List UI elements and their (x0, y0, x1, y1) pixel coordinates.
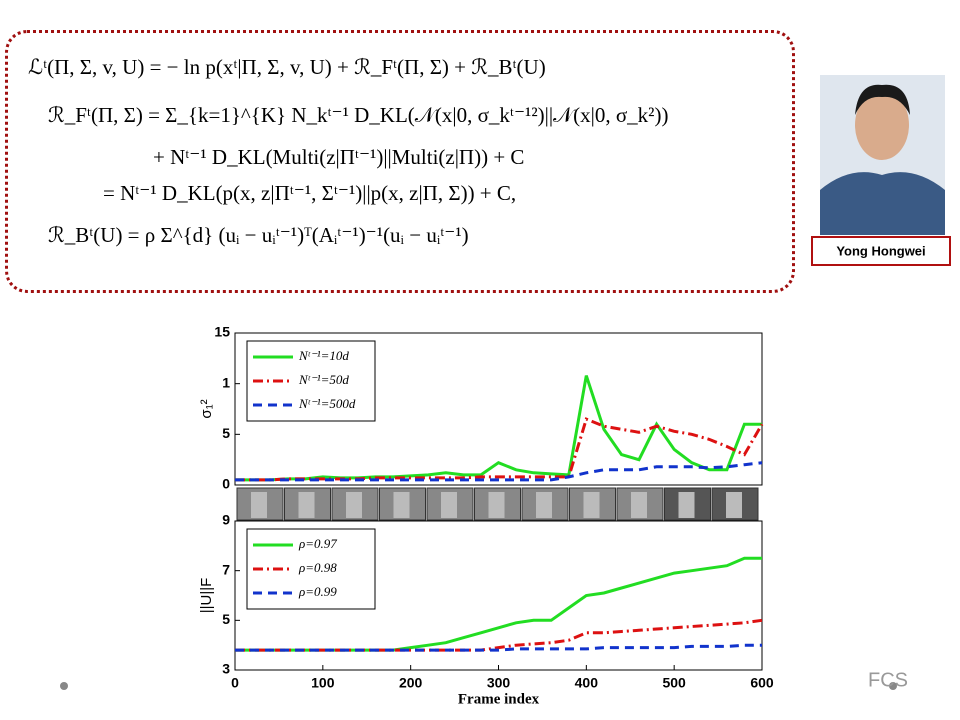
series-line (235, 417, 764, 482)
y-tick-label: 0 (222, 476, 230, 492)
y-tick-label: 5 (222, 611, 230, 627)
series-line (235, 461, 763, 482)
frame-thumb-detail (536, 492, 552, 518)
x-tick-label: 600 (750, 675, 774, 691)
legend-label: ρ=0.97 (298, 536, 337, 551)
equation-box: ℒᵗ(Π, Σ, v, U) = − ln p(xᵗ|Π, Σ, v, U) +… (5, 30, 795, 293)
equation: + Nᵗ⁻¹ D_KL(Multi(z|Πᵗ⁻¹)||Multi(z|Π)) +… (153, 145, 525, 169)
frame-thumb-detail (678, 492, 695, 518)
frame-strip (236, 487, 759, 521)
bullet (889, 682, 897, 690)
y-tick-label: 5 (222, 425, 230, 441)
legend-label: Nᵗ⁻¹=50d (298, 372, 349, 387)
legend-label: Nᵗ⁻¹=500d (298, 396, 356, 411)
x-tick-label: 500 (662, 675, 686, 691)
frame-thumb-detail (726, 492, 742, 518)
y-tick-label: 1 (222, 374, 230, 390)
y-axis-label: σ₁² (198, 399, 215, 418)
frame-thumb-detail (631, 492, 647, 518)
legend-label: ρ=0.99 (298, 584, 337, 599)
x-tick-label: 200 (399, 675, 423, 691)
frame-thumb-detail (346, 492, 362, 518)
series-line (235, 375, 762, 482)
equation: ℛ_Fᵗ(Π, Σ) = Σ_{k=1}^{K} N_kᵗ⁻¹ D_KL(𝒩(x… (48, 103, 669, 127)
y-axis-label: ||U||F (198, 578, 215, 614)
y-tick-label: 15 (214, 324, 230, 340)
x-tick-label: 300 (487, 675, 511, 691)
y-tick-label: 9 (222, 512, 230, 528)
person-name: Yong Hongwei (836, 243, 925, 258)
frame-thumb-detail (298, 492, 315, 518)
frame-thumb-detail (441, 492, 457, 518)
frame-thumb-detail (583, 492, 600, 518)
portrait (820, 75, 945, 235)
y-tick-label: 3 (222, 661, 230, 677)
x-tick-label: 0 (231, 675, 239, 691)
x-tick-label: 100 (311, 675, 335, 691)
frame-thumb-detail (251, 492, 267, 518)
equation: = Nᵗ⁻¹ D_KL(p(x, z|Πᵗ⁻¹, Σᵗ⁻¹)||p(x, z|Π… (103, 181, 517, 205)
bullet (60, 682, 68, 690)
name-box (811, 236, 951, 266)
x-axis-label: Frame index (458, 691, 540, 707)
legend-label: Nᵗ⁻¹=10d (298, 348, 349, 363)
frame-thumb-detail (488, 492, 505, 518)
x-tick-label: 400 (575, 675, 599, 691)
series-line (235, 643, 762, 652)
legend-label: ρ=0.98 (298, 560, 337, 575)
y-tick-label: 7 (222, 561, 230, 577)
series-line (235, 618, 763, 652)
equation: ℛ_Bᵗ(U) = ρ Σ^{d} (uᵢ − uᵢᵗ⁻¹)ᵀ(Aᵢᵗ⁻¹)⁻¹… (48, 223, 469, 247)
watermark: FCS (868, 669, 908, 691)
frame-thumb-detail (393, 492, 410, 518)
equation: ℒᵗ(Π, Σ, v, U) = − ln p(xᵗ|Π, Σ, v, U) +… (28, 55, 546, 79)
